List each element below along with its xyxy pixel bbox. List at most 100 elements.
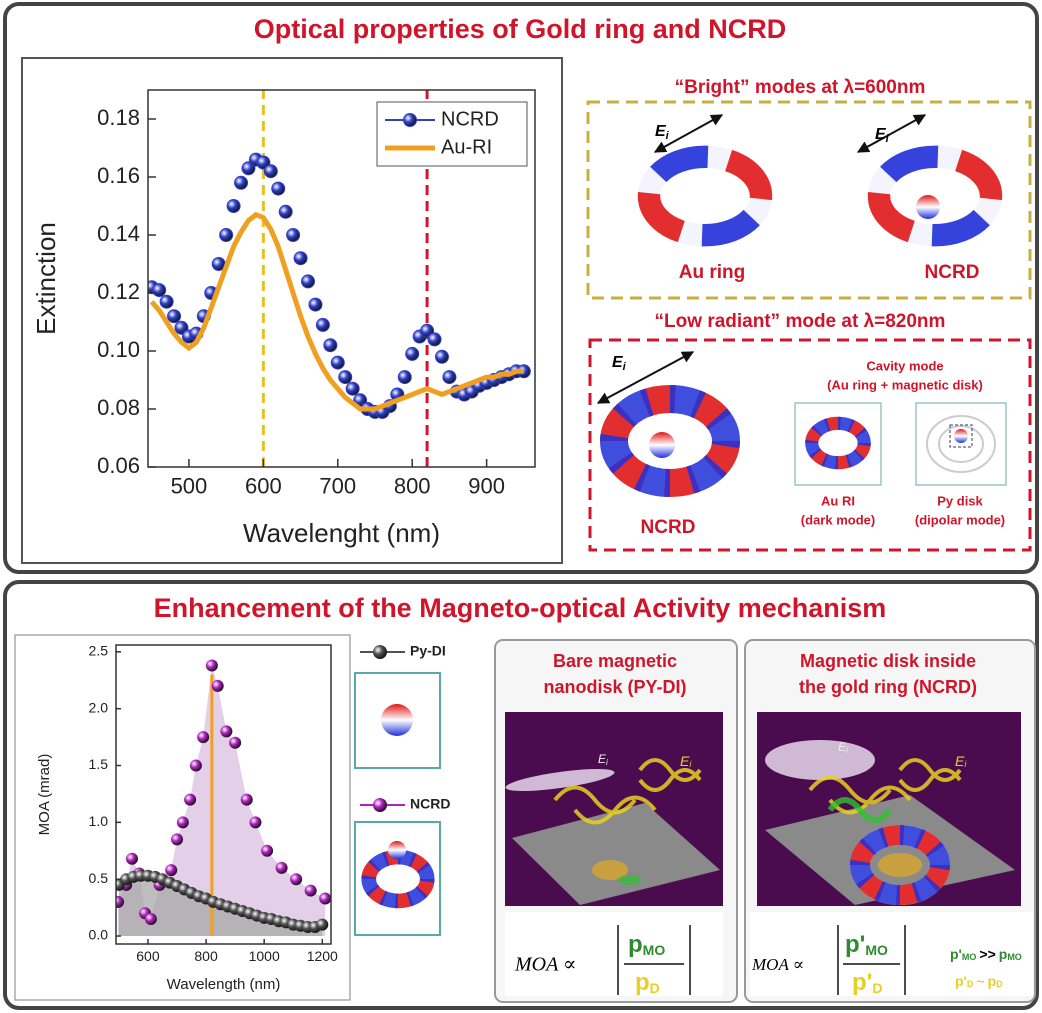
- x-tick-label: 500: [171, 474, 208, 499]
- mode-label: Au ring: [679, 262, 746, 283]
- data-point: [276, 862, 288, 874]
- y-tick-label: 0.12: [97, 279, 140, 304]
- data-point: [339, 371, 352, 384]
- data-point: [229, 737, 241, 749]
- data-point: [309, 298, 322, 311]
- data-point: [177, 816, 189, 828]
- data-point: [241, 794, 253, 806]
- data-point: [435, 350, 448, 363]
- data-point: [261, 845, 273, 857]
- y-tick-label: 2.0: [89, 699, 109, 715]
- x-tick-label: 900: [468, 474, 505, 499]
- formula-lhs: MOA ∝: [751, 955, 804, 974]
- y-tick-label: 0.08: [97, 395, 140, 420]
- mode-label: NCRD: [641, 517, 696, 538]
- low-title: “Low radiant” mode at λ=820nm: [655, 311, 946, 332]
- data-point: [220, 725, 232, 737]
- data-point: [165, 864, 177, 876]
- formula-lhs: MOA ∝: [514, 954, 577, 976]
- inset-label: Au RI: [821, 493, 855, 508]
- data-point: [227, 200, 240, 213]
- mode-label: NCRD: [925, 262, 980, 283]
- y-tick-label: 0.18: [97, 105, 140, 130]
- x-tick-label: 600: [136, 948, 160, 964]
- disk: [649, 432, 675, 458]
- x-tick-label: 800: [394, 474, 431, 499]
- data-point: [406, 347, 419, 360]
- x-tick-label: 600: [245, 474, 282, 499]
- x-tick-label: 1200: [307, 948, 338, 964]
- data-point: [279, 205, 292, 218]
- data-point: [264, 165, 277, 178]
- polarization: [765, 740, 875, 780]
- legend-label: Au-RI: [441, 136, 492, 158]
- data-point: [206, 659, 218, 671]
- data-point: [184, 794, 196, 806]
- legend-marker: [404, 114, 417, 127]
- y-axis-label: Extinction: [31, 222, 61, 335]
- disk: [381, 704, 413, 736]
- disk: [878, 853, 922, 877]
- panel-title: nanodisk (PY-DI): [543, 677, 686, 697]
- x-tick-label: 800: [194, 948, 218, 964]
- note: p'D~pD: [955, 973, 1003, 990]
- y-axis-label: MOA (mrad): [36, 754, 53, 836]
- data-point: [190, 760, 202, 772]
- top-title: Optical properties of Gold ring and NCRD: [254, 14, 787, 44]
- data-point: [324, 339, 337, 352]
- panel-title: Magnetic disk inside: [800, 651, 976, 671]
- data-point: [398, 371, 411, 384]
- legend-label: NCRD: [441, 108, 499, 130]
- data-point: [287, 229, 300, 242]
- disk: [954, 429, 968, 443]
- data-point: [249, 816, 261, 828]
- y-tick-label: 0.14: [97, 221, 140, 246]
- data-point: [168, 310, 181, 323]
- bright-title: “Bright” modes at λ=600nm: [675, 77, 926, 98]
- data-point: [316, 318, 329, 331]
- panel-title: Bare magnetic: [553, 651, 677, 671]
- y-tick-label: 0.5: [89, 870, 109, 886]
- data-point: [160, 295, 173, 308]
- x-axis-label: Wavelength (nm): [167, 976, 281, 993]
- data-point: [443, 371, 456, 384]
- y-tick-label: 0.16: [97, 163, 140, 188]
- x-tick-label: 1000: [249, 948, 280, 964]
- cavity-label: (Au ring + magnetic disk): [827, 377, 983, 392]
- data-point: [331, 356, 344, 369]
- x-tick-label: 700: [319, 474, 356, 499]
- data-point: [294, 252, 307, 265]
- data-point: [305, 885, 317, 897]
- data-point: [428, 333, 441, 346]
- bottom-title: Enhancement of the Magneto-optical Activ…: [154, 593, 887, 623]
- y-tick-label: 0.10: [97, 337, 140, 362]
- legend-marker: [373, 645, 387, 659]
- data-point: [290, 873, 302, 885]
- legend-label: Py-DI: [410, 643, 446, 659]
- legend-label: NCRD: [410, 796, 450, 812]
- data-point: [171, 833, 183, 845]
- data-point: [235, 176, 248, 189]
- y-tick-label: 0.0: [89, 927, 109, 943]
- data-point: [346, 382, 359, 395]
- data-point: [212, 680, 224, 692]
- inset-label: (dipolar mode): [915, 512, 1005, 527]
- cavity-label: Cavity mode: [866, 358, 943, 373]
- data-point: [153, 284, 166, 297]
- data-point: [145, 913, 157, 925]
- figure: Optical properties of Gold ring and NCRD…: [0, 0, 1042, 1013]
- data-point: [220, 229, 233, 242]
- lobe: [618, 875, 642, 885]
- data-point: [302, 275, 315, 288]
- y-tick-label: 1.0: [89, 813, 109, 829]
- disk: [916, 195, 940, 219]
- inset-label: (dark mode): [801, 512, 875, 527]
- disk: [388, 841, 406, 859]
- data-point: [272, 182, 285, 195]
- page: {"top": {"title": "Optical properties of…: [0, 0, 1042, 1013]
- panel-title: the gold ring (NCRD): [799, 677, 977, 697]
- legend-marker: [373, 798, 387, 812]
- x-axis-label: Wavelenght (nm): [243, 518, 440, 548]
- data-point: [197, 731, 209, 743]
- inset-label: Py disk: [937, 493, 983, 508]
